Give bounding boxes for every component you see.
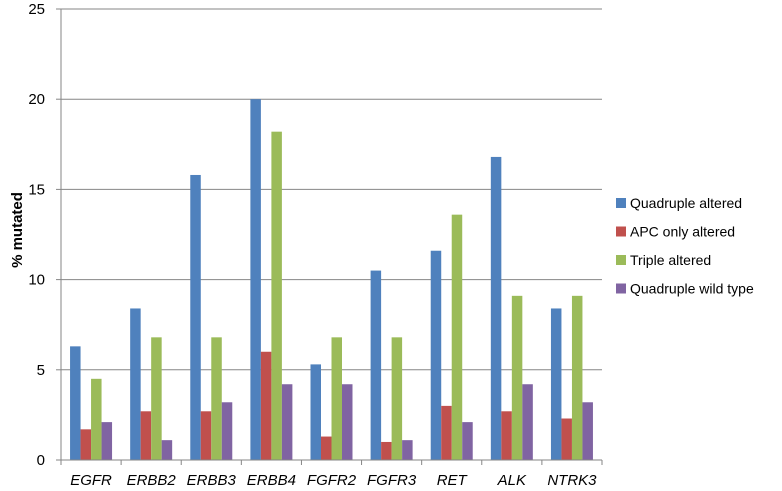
bar-fgfr3-apc-only-altered [381,441,392,460]
legend-label: Quadruple altered [630,195,742,211]
bar-alk-apc-only-altered [501,411,512,460]
bar-ret-quadruple-wild-type [462,422,473,460]
bar-alk-quadruple-wild-type [522,384,533,460]
bar-fgfr2-quadruple-wild-type [342,384,353,460]
bar-ntrk3-quadruple-altered [550,308,562,460]
bar-ntrk3-triple-altered [571,295,583,460]
axes [56,8,603,465]
y-tick-label: 20 [28,91,45,108]
bar-erbb3-apc-only-altered [200,411,212,460]
x-tick-labels: EGFR ERBB2 ERBB3 ERBB4 FGFR2 FGFR3 RET ALK NTRK3 [70,472,597,489]
bar-fgfr2-triple-altered [331,337,342,460]
x-tick-label: ALK [497,472,527,489]
legend-label: APC only altered [630,224,735,240]
legend-swatch [616,283,626,294]
x-tick-label: ERBB2 [127,472,177,489]
x-tick-label: FGFR2 [307,472,357,489]
x-tick-label: EGFR [70,472,112,489]
bar-fgfr2-quadruple-altered [310,364,321,460]
y-tick-label: 0 [37,452,45,469]
y-axis-label: % mutated [9,192,26,268]
bar-erbb4-quadruple-wild-type [281,384,293,460]
x-tick-label: RET [437,472,469,489]
y-tick-label: 15 [28,181,45,198]
bar-erbb3-triple-altered [211,337,222,460]
y-tick-labels: 0 5 10 15 20 25 [28,1,45,469]
bar-erbb2-triple-altered [151,337,162,460]
bar-erbb2-quadruple-altered [130,308,141,460]
bar-egfr-quadruple-wild-type [101,422,113,460]
bar-erbb2-quadruple-wild-type [161,440,173,460]
legend: Quadruple altered APC only altered Triple … [616,195,754,297]
bar-ntrk3-apc-only-altered [561,418,572,460]
bar-fgfr3-quadruple-altered [370,270,382,460]
bar-ret-triple-altered [451,214,463,460]
bar-egfr-apc-only-altered [80,429,92,460]
bar-ret-apc-only-altered [441,405,452,460]
x-tick-label: ERBB4 [247,472,296,489]
y-tick-label: 10 [28,272,45,289]
bar-erbb3-quadruple-altered [190,174,201,460]
bar-ntrk3-quadruple-wild-type [582,402,593,460]
x-tick-label: FGFR3 [367,472,417,489]
bar-erbb4-apc-only-altered [260,351,272,460]
bar-fgfr3-triple-altered [391,337,403,460]
bar-egfr-triple-altered [91,378,102,460]
legend-swatch [616,255,626,265]
legend-label: Triple altered [630,252,711,268]
bar-fgfr2-apc-only-altered [321,436,332,460]
bar-erbb4-triple-altered [271,131,282,460]
bar-ret-quadruple-altered [430,250,442,460]
bar-erbb2-apc-only-altered [140,411,152,460]
x-tick-label: ERBB3 [187,472,237,489]
bar-egfr-quadruple-altered [70,346,81,460]
bar-fgfr3-quadruple-wild-type [402,440,413,460]
bar-alk-triple-altered [511,295,523,460]
legend-swatch [616,198,626,208]
bars [70,99,593,461]
bar-erbb4-quadruple-altered [250,99,261,460]
bar-alk-quadruple-altered [490,156,502,461]
x-tick-label: NTRK3 [547,472,597,489]
y-tick-label: 5 [37,362,45,379]
y-tick-label: 25 [28,1,45,18]
bar-erbb3-quadruple-wild-type [221,402,233,460]
legend-swatch [616,226,626,237]
legend-label: Quadruple wild type [630,281,754,297]
